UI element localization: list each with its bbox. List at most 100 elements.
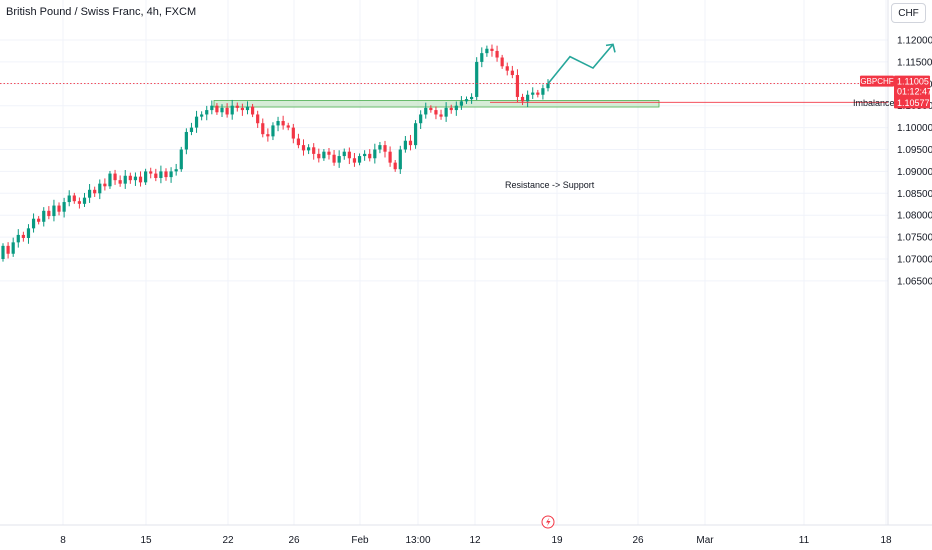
candle (378, 141, 382, 154)
price-axis[interactable]: 1.120001.115001.110001.105001.100001.095… (897, 36, 932, 288)
candle (245, 101, 250, 115)
candle-body (225, 107, 229, 115)
candle (342, 148, 346, 160)
candle (296, 133, 301, 149)
candle (31, 213, 36, 233)
lightning-icon[interactable] (541, 515, 555, 529)
candle (149, 167, 153, 179)
candle (271, 122, 275, 141)
candle (128, 172, 132, 184)
candle (52, 199, 56, 222)
candle-body (368, 153, 372, 159)
candle (235, 102, 239, 112)
candle-body (205, 110, 209, 115)
candle (434, 106, 438, 120)
candle-body (475, 61, 479, 97)
candle-body (332, 154, 336, 163)
candle (464, 96, 469, 104)
candle-body (194, 116, 199, 128)
candle (408, 134, 413, 151)
x-tick-label: Mar (696, 535, 714, 546)
candle-body (286, 125, 290, 128)
candle-body (108, 173, 112, 187)
currency-button[interactable]: CHF (891, 3, 926, 23)
candle-body (536, 92, 540, 95)
x-tick-label: 22 (222, 535, 234, 546)
candle-body (16, 234, 20, 243)
support-zone[interactable]: Resistance -> Support (213, 100, 660, 190)
candle-body (434, 110, 438, 115)
candle (215, 103, 219, 115)
candle-body (220, 107, 224, 113)
candle-body (469, 96, 474, 100)
candle (133, 172, 138, 186)
x-tick-label: 12 (469, 535, 481, 546)
candle-body (546, 83, 550, 89)
symbol-badge (860, 75, 894, 87)
candle (459, 96, 464, 110)
imbalance-price-text: 1.10577 (897, 98, 930, 108)
candle (174, 163, 178, 176)
candle-body (261, 123, 265, 135)
price-badge (894, 75, 930, 98)
candle-body (413, 123, 418, 146)
candle-body (266, 134, 270, 137)
candle-body (296, 138, 301, 146)
candle (230, 99, 234, 120)
candlestick-series (1, 44, 550, 262)
chart-title: British Pound / Swiss Franc, 4h, FXCM (6, 6, 197, 18)
candle-body (322, 151, 326, 159)
candle-body (154, 173, 158, 178)
candle-body (276, 121, 280, 126)
candle-body (352, 158, 357, 163)
candle (352, 153, 357, 167)
candle-body (541, 88, 545, 95)
projection-arrowhead (605, 43, 616, 53)
symbol-text: GBPCHF (860, 77, 893, 86)
candle-body (490, 48, 494, 51)
candle-body (531, 92, 535, 95)
time-axis[interactable]: 8 15 22 26 Feb 13:00 12 19 26 Mar 11 18 (60, 535, 892, 546)
candle-body (327, 151, 331, 155)
candle-body (495, 50, 499, 58)
candle-body (403, 140, 407, 150)
candle-body (250, 106, 255, 115)
candle (11, 237, 15, 257)
candle (37, 216, 41, 225)
candle (194, 110, 199, 133)
candle-body (159, 171, 163, 178)
candle-body (271, 125, 275, 137)
candle (413, 120, 418, 149)
x-tick-label: Feb (351, 535, 369, 546)
candle (419, 110, 423, 130)
candle-body (72, 195, 76, 202)
candle-body (439, 114, 443, 117)
candle-body (138, 176, 143, 183)
candle (301, 139, 306, 156)
candle (220, 104, 224, 118)
candle-body (449, 107, 453, 111)
candle (490, 44, 494, 57)
candle (42, 207, 46, 227)
imbalance-price-label: 1.10577 (894, 96, 930, 109)
candle-body (174, 169, 178, 172)
candle (108, 170, 112, 189)
candle-body (510, 70, 514, 76)
candle (526, 90, 530, 108)
candle (200, 111, 204, 121)
candle-body (230, 105, 234, 115)
candle (383, 140, 387, 158)
candle-body (215, 105, 219, 113)
candle-body (373, 149, 377, 159)
candle (261, 118, 265, 138)
y-tick-label: 1.06500 (897, 276, 932, 287)
candle (485, 45, 489, 57)
candle (266, 128, 270, 142)
candle (368, 149, 372, 162)
candle-body (342, 151, 346, 157)
candle (184, 128, 188, 155)
candle-body (179, 149, 183, 170)
candle (373, 143, 377, 164)
candle (72, 192, 76, 204)
